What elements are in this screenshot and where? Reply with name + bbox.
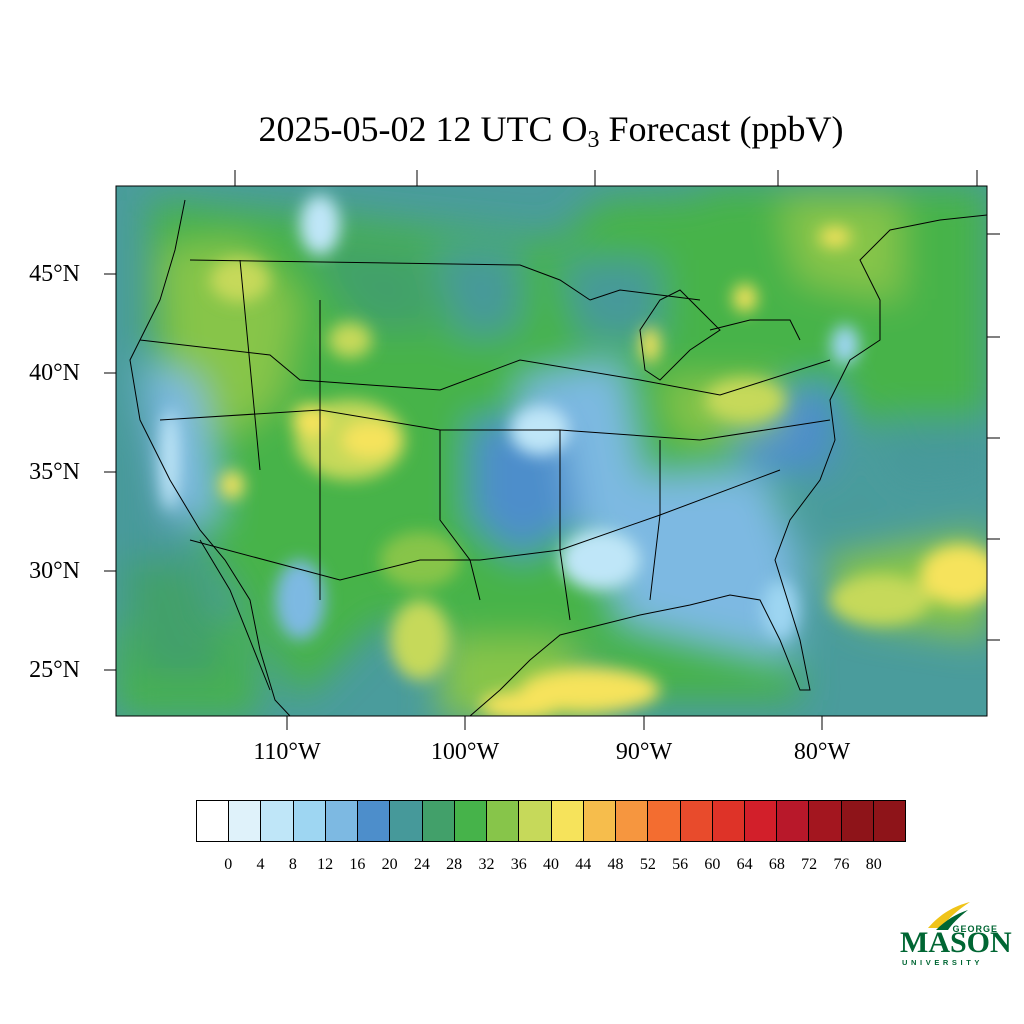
colorbar-cell: [197, 801, 229, 841]
colorbar-cell: [840, 801, 873, 841]
right-ticks: [987, 233, 1000, 641]
colorbar-cell: [872, 801, 906, 841]
colorbar-label: 60: [704, 856, 721, 873]
colorbar-label: 40: [543, 856, 559, 873]
logo-university: UNIVERSITY: [902, 958, 984, 967]
colorbar-cell: [808, 801, 841, 841]
logo-mason: MASON: [900, 926, 1012, 959]
lon-label-110w: 110°W: [253, 739, 321, 765]
colorbar-cell: [453, 801, 487, 841]
gmu-logo: GEORGE MASON UNIVERSITY: [898, 898, 1012, 968]
colorbar-label: 48: [607, 856, 624, 873]
colorbar-cell: [711, 801, 744, 841]
colorbar-label: 24: [413, 856, 430, 873]
colorbar-label: 0: [224, 856, 233, 873]
colorbar-cell: [324, 801, 358, 841]
title-prefix: 2025-05-02 12 UTC O: [258, 109, 588, 149]
lat-label-40n: 40°N: [29, 360, 80, 386]
lon-ticks: [286, 716, 823, 730]
title-subscript: 3: [587, 127, 600, 153]
colorbar-label: 56: [672, 856, 689, 873]
colorbar-label: 16: [349, 856, 366, 873]
lon-label-100w: 100°W: [430, 739, 500, 765]
gmu-logo-swoosh: [928, 902, 970, 930]
colorbar-label: 72: [801, 856, 818, 873]
colorbar-cell: [647, 801, 680, 841]
colorbar-label: 80: [865, 856, 882, 873]
colorbar-cell: [260, 801, 293, 841]
lat-label-45n: 45°N: [29, 261, 80, 287]
colorbar-cell: [550, 801, 583, 841]
top-ticks: [234, 170, 978, 186]
colorbar-cell: [743, 801, 777, 841]
colorbar-cell: [357, 801, 390, 841]
lat-label-30n: 30°N: [29, 558, 80, 584]
ozone-field: [116, 186, 987, 716]
colorbar-cell: [615, 801, 648, 841]
colorbar: [196, 800, 906, 842]
colorbar-cell: [389, 801, 422, 841]
colorbar-cell: [292, 801, 325, 841]
lat-ticks: [104, 273, 116, 671]
colorbar-label: 36: [510, 856, 527, 873]
colorbar-cell: [486, 801, 519, 841]
colorbar-cell: [776, 801, 809, 841]
coastlines: [129, 199, 987, 716]
logo-george: GEORGE: [952, 924, 998, 934]
colorbar-cell: [421, 801, 454, 841]
colorbar-label: 64: [736, 856, 753, 873]
lat-label-25n: 25°N: [29, 657, 80, 683]
colorbar-cell: [582, 801, 616, 841]
colorbar-label: 20: [381, 856, 398, 873]
map-title: 2025-05-02 12 UTC O3 Forecast (ppbV): [116, 108, 986, 153]
colorbar-label: 44: [575, 856, 592, 873]
colorbar-label: 4: [256, 856, 265, 873]
colorbar-label: 12: [317, 856, 334, 873]
colorbar-cell: [228, 801, 261, 841]
colorbar-label: 28: [446, 856, 463, 873]
colorbar-label: 76: [833, 856, 850, 873]
title-suffix: Forecast (ppbV): [599, 109, 844, 149]
colorbar-cell: [679, 801, 712, 841]
colorbar-label: 8: [288, 856, 297, 873]
colorbar-label: 52: [639, 856, 656, 873]
colorbar-cell: [518, 801, 551, 841]
colorbar-label: 32: [478, 856, 495, 873]
map-frame: [115, 185, 988, 717]
lat-label-35n: 35°N: [29, 459, 80, 485]
colorbar-label: 68: [768, 856, 785, 873]
lon-label-90w: 90°W: [615, 739, 673, 765]
lon-label-80w: 80°W: [793, 739, 851, 765]
